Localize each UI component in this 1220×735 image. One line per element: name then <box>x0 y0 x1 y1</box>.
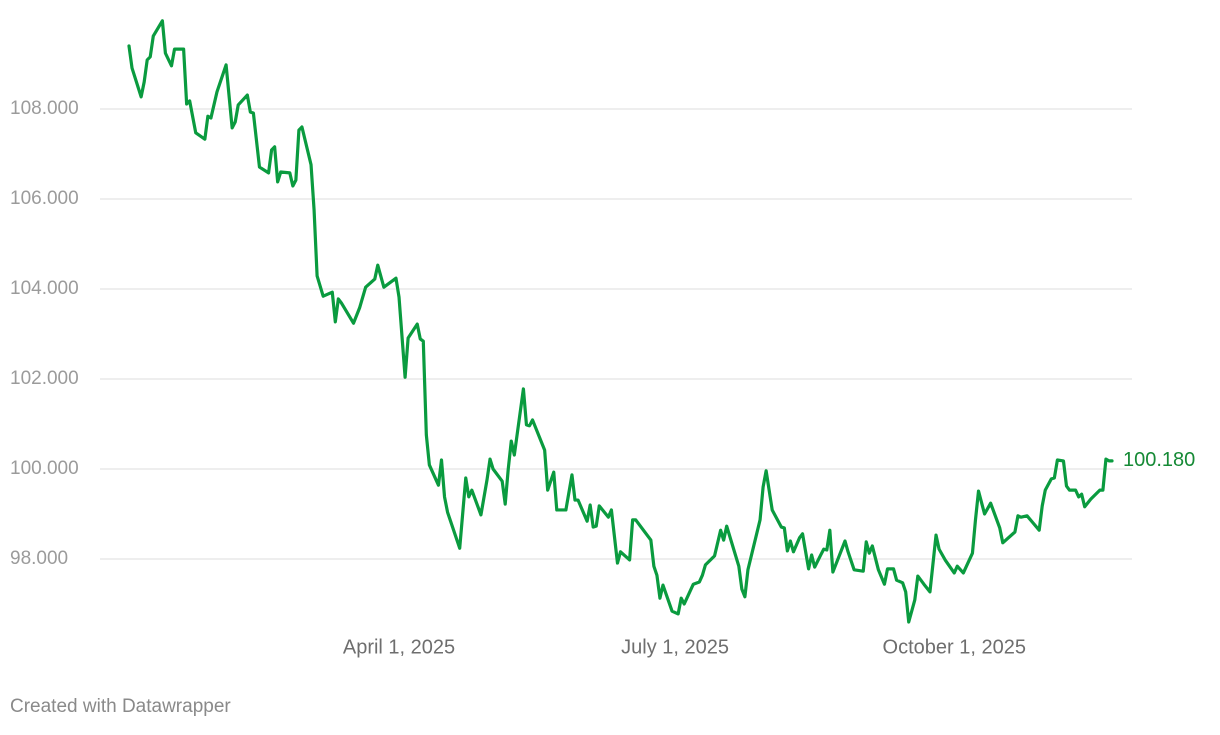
value-label: 100.180 <box>1123 449 1195 471</box>
y-tick-label: 100.000 <box>10 458 79 479</box>
y-tick-label: 108.000 <box>10 98 79 119</box>
line <box>127 19 1114 624</box>
credit: Created with Datawrapper <box>10 696 231 717</box>
y-tick-label: 102.000 <box>10 368 79 389</box>
x-tick-label: July 1, 2025 <box>621 636 729 658</box>
y-tick-label: 98.000 <box>10 548 68 569</box>
x-tick-label: April 1, 2025 <box>343 636 455 658</box>
x-tick-label: October 1, 2025 <box>883 636 1026 658</box>
y-tick-label: 106.000 <box>10 188 79 209</box>
y-tick-label: 104.000 <box>10 278 79 299</box>
